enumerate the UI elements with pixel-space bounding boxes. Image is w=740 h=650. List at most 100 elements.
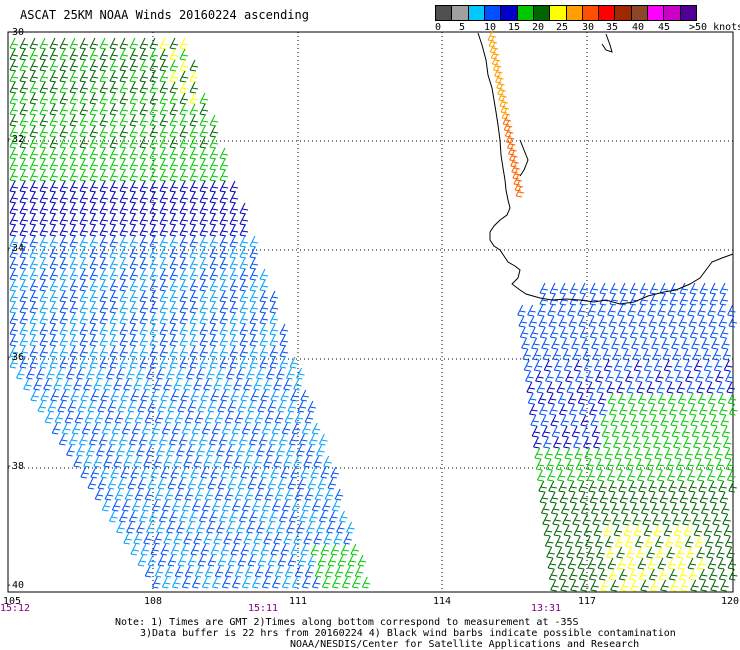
wind-barb (249, 312, 259, 325)
wind-barb (129, 59, 139, 72)
wind-barb (599, 326, 609, 339)
wind-barb (699, 403, 708, 416)
wind-barb (29, 180, 39, 193)
wind-barb (569, 491, 579, 504)
wind-barb (567, 557, 577, 570)
wind-barb (186, 444, 195, 457)
wind-barb (579, 282, 589, 295)
wind-barb (207, 477, 217, 490)
wind-barb (220, 466, 229, 479)
wind-barb (169, 202, 179, 215)
wind-barb (79, 356, 89, 369)
wind-barb (59, 147, 69, 160)
wind-barb (260, 389, 269, 402)
wind-barb (673, 436, 682, 449)
wind-barb (248, 433, 258, 446)
wind-barb (59, 257, 69, 270)
wind-barb (59, 103, 69, 116)
wind-barb (321, 576, 331, 589)
wind-barb (239, 510, 248, 523)
wind-barb (9, 92, 19, 105)
wind-barb (626, 381, 635, 394)
wind-barb (159, 92, 169, 105)
legend-tick-label: 15 (507, 22, 521, 33)
wind-barb (637, 557, 647, 570)
wind-barb (137, 554, 147, 567)
legend-swatch (631, 6, 649, 20)
wind-barb (273, 532, 282, 545)
wind-barb (522, 348, 532, 361)
wind-barb (621, 425, 631, 438)
wind-barb (570, 414, 579, 427)
wind-barb (119, 268, 129, 281)
wind-barb (627, 392, 637, 405)
wind-barb (149, 312, 159, 325)
wind-barb (531, 425, 541, 438)
wind-barb (630, 579, 639, 592)
wind-barb (489, 41, 499, 54)
wind-barb (167, 554, 177, 567)
wind-barb (669, 282, 679, 295)
wind-barb (119, 48, 129, 61)
wind-barb (230, 389, 239, 402)
wind-barb (307, 554, 317, 567)
wind-barb (69, 48, 79, 61)
wind-barb (139, 301, 149, 314)
wind-barb (209, 147, 219, 160)
wind-barb (129, 323, 139, 336)
wind-barb (679, 403, 688, 416)
wind-barb (587, 304, 596, 317)
wind-barb (330, 466, 339, 479)
wind-barb (239, 235, 249, 248)
wind-barb (49, 334, 59, 347)
wind-barb (280, 466, 289, 479)
wind-barb (69, 290, 79, 303)
wind-barb (560, 414, 569, 427)
wind-barb (568, 568, 578, 581)
wind-barb (663, 436, 672, 449)
wind-barb (150, 389, 159, 402)
wind-barb (687, 392, 697, 405)
wind-barb (284, 565, 294, 578)
wind-barb (239, 290, 249, 303)
wind-barb (199, 202, 209, 215)
wind-barb (544, 447, 553, 460)
wind-barb (518, 315, 528, 328)
wind-barb (189, 510, 198, 523)
legend-swatch (533, 6, 551, 20)
wind-barb (26, 367, 35, 380)
wind-barb (708, 480, 717, 493)
wind-barb (200, 466, 209, 479)
wind-barb (99, 235, 109, 248)
wind-barb (354, 565, 364, 578)
wind-barb (149, 59, 159, 72)
wind-barb (261, 499, 271, 512)
wind-barb (39, 279, 49, 292)
wind-barb (707, 304, 716, 317)
wind-barb (89, 136, 99, 149)
wind-barb (226, 444, 235, 457)
wind-barb (109, 268, 119, 281)
wind-barb (637, 304, 646, 317)
wind-barb (682, 513, 691, 526)
wind-barb (189, 235, 199, 248)
wind-barb (59, 125, 69, 138)
wind-barb (264, 488, 274, 501)
wind-barb (211, 422, 221, 435)
wind-barb (9, 103, 19, 116)
wind-barb (199, 136, 209, 149)
wind-barb (154, 565, 164, 578)
wind-barb (572, 348, 582, 361)
wind-barb (199, 323, 209, 336)
wind-barb (19, 103, 29, 116)
wind-barb (649, 403, 658, 416)
wind-barb (164, 565, 174, 578)
wind-barb (179, 279, 189, 292)
wind-barb (665, 458, 675, 471)
wind-swath-left (9, 37, 371, 589)
wind-barb (179, 312, 189, 325)
wind-barb (69, 59, 79, 72)
wind-barb (240, 389, 249, 402)
wind-barb (221, 576, 231, 589)
wind-barb (286, 367, 295, 380)
